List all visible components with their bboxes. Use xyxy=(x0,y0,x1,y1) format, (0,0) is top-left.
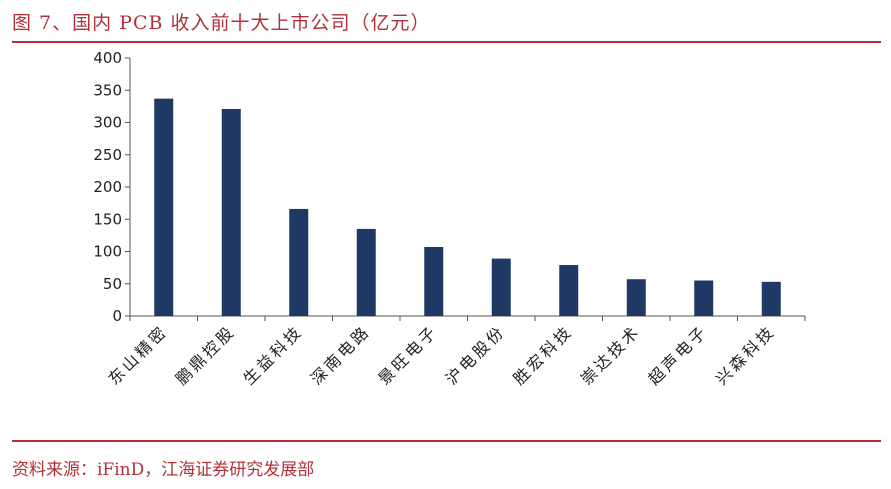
bar xyxy=(221,108,241,316)
category-label: 沪电股份 xyxy=(442,321,509,388)
category-label: 生益科技 xyxy=(239,321,306,388)
y-tick-label: 350 xyxy=(93,81,122,99)
title-divider xyxy=(12,41,881,43)
bar xyxy=(289,208,309,316)
y-tick-label: 200 xyxy=(93,178,122,196)
bar xyxy=(694,280,714,316)
y-tick-label: 150 xyxy=(93,210,122,228)
y-tick-label: 250 xyxy=(93,146,122,164)
category-label: 超声电子 xyxy=(644,321,711,388)
category-label: 鹏鼎控股 xyxy=(172,321,239,388)
category-label: 胜宏科技 xyxy=(509,321,576,388)
y-tick-label: 0 xyxy=(112,307,122,325)
bar xyxy=(761,281,781,316)
category-label: 兴森科技 xyxy=(712,321,779,388)
chart-title: 图 7、国内 PCB 收入前十大上市公司（亿元） xyxy=(12,12,431,34)
y-tick-label: 300 xyxy=(93,114,122,132)
bar-chart: 0 50 100 150 200 250 300 350 400 东山精密 鹏鼎控股 生益科技 深南电路… xyxy=(93,49,806,389)
bar xyxy=(626,279,646,316)
bar xyxy=(424,246,444,316)
footer-divider xyxy=(12,440,881,442)
y-tick-label: 400 xyxy=(93,49,122,67)
bar xyxy=(154,98,174,316)
source-note: 资料来源：iFinD，江海证券研究发展部 xyxy=(12,460,315,480)
y-tick-label: 100 xyxy=(93,243,122,261)
bar xyxy=(356,228,376,316)
category-label: 崇达技术 xyxy=(577,321,644,388)
bar xyxy=(491,258,511,316)
category-label: 东山精密 xyxy=(104,321,171,388)
category-label: 景旺电子 xyxy=(374,321,441,388)
bar xyxy=(559,265,579,316)
category-label: 深南电路 xyxy=(307,321,374,388)
y-tick-label: 50 xyxy=(103,275,122,293)
